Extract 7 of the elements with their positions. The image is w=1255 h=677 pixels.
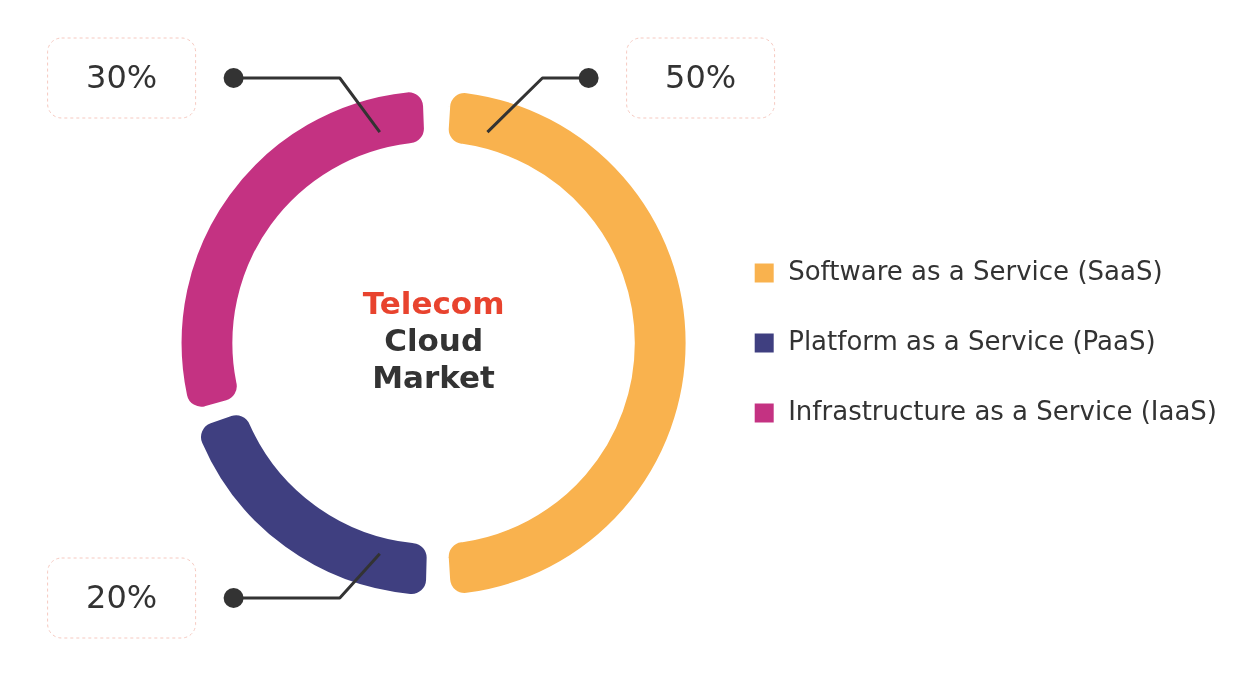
text: Telecom Cloud Market [362, 285, 505, 396]
data-label: 20% [86, 578, 158, 617]
legend-label: Platform as a Service (PaaS) [788, 325, 1156, 356]
legend-label: Infrastructure as a Service (IaaS) [788, 395, 1217, 426]
data-label: 30% [86, 58, 158, 97]
legend-label: Software as a Service (SaaS) [788, 255, 1163, 286]
data-label: 50% [665, 58, 737, 97]
